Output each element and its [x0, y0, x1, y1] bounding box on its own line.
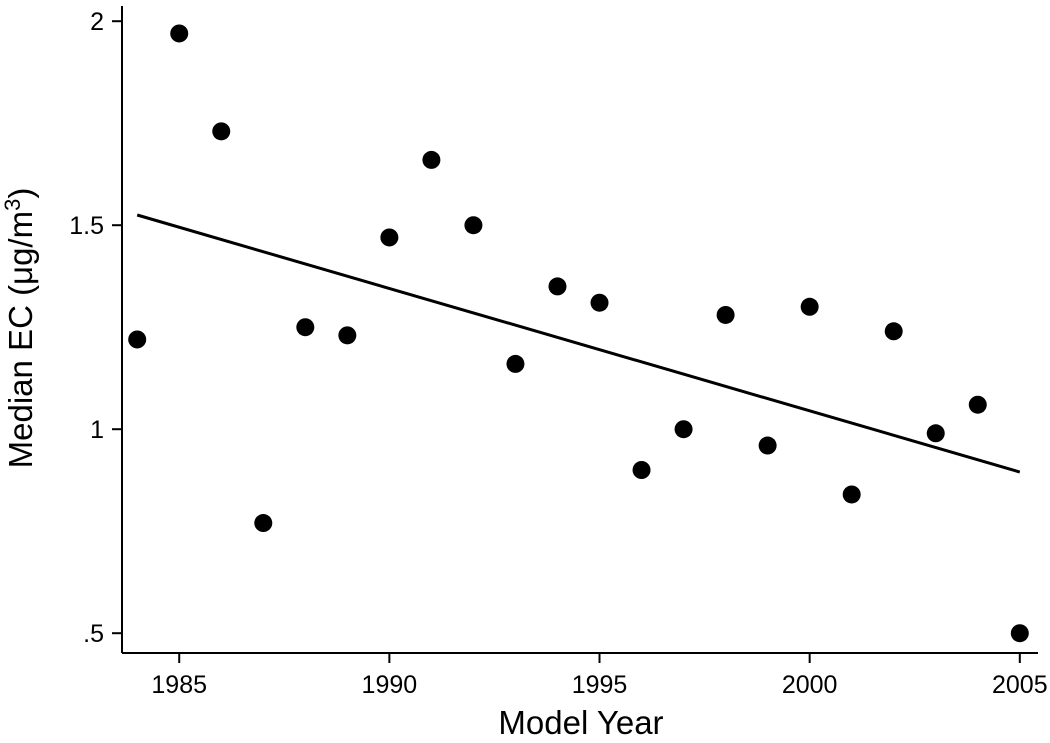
y-tick-label: .5 — [83, 620, 104, 648]
data-point — [212, 122, 231, 141]
y-axis-title-superscript: 3 — [0, 199, 25, 211]
data-point — [380, 228, 399, 247]
y-axis-title-close: ) — [2, 188, 39, 199]
x-tick-label: 1995 — [572, 671, 628, 699]
x-tick-label: 2005 — [992, 671, 1048, 699]
x-tick-label: 2000 — [782, 671, 838, 699]
x-axis-title: Model Year — [498, 704, 663, 741]
data-point — [884, 322, 903, 341]
x-ticks: 1985 1990 1995 2000 2005 — [151, 653, 1048, 699]
x-tick-label: 1990 — [362, 671, 418, 699]
data-point — [758, 436, 777, 455]
data-point — [128, 330, 147, 349]
data-point — [926, 424, 945, 443]
y-tick-label: 1 — [90, 416, 104, 444]
data-point — [422, 150, 441, 169]
data-point — [506, 354, 525, 373]
data-point — [590, 293, 609, 312]
data-point — [338, 326, 357, 345]
y-ticks: .5 1 1.5 2 — [69, 8, 122, 648]
data-point — [800, 297, 819, 316]
data-point — [674, 420, 693, 439]
y-tick-label: 1.5 — [69, 212, 104, 240]
data-point — [968, 395, 987, 414]
y-axis-title: Median EC (μg/m3) — [0, 188, 39, 469]
data-point — [716, 305, 735, 324]
data-point — [170, 24, 189, 43]
y-axis: .5 1 1.5 2 — [69, 6, 123, 653]
plot-area — [128, 24, 1029, 643]
x-axis: 1985 1990 1995 2000 2005 — [122, 652, 1048, 699]
data-point — [548, 277, 567, 296]
y-tick-label: 2 — [90, 8, 104, 36]
data-point — [1010, 624, 1029, 643]
x-tick-label: 1985 — [151, 671, 207, 699]
data-point — [254, 514, 273, 533]
data-point — [464, 216, 483, 235]
data-point — [632, 461, 651, 479]
data-points — [128, 24, 1029, 643]
y-axis-title-main: Median EC (μg/m — [2, 211, 39, 468]
data-point — [842, 485, 861, 504]
data-point — [296, 318, 315, 337]
trend-line — [136, 213, 1021, 474]
